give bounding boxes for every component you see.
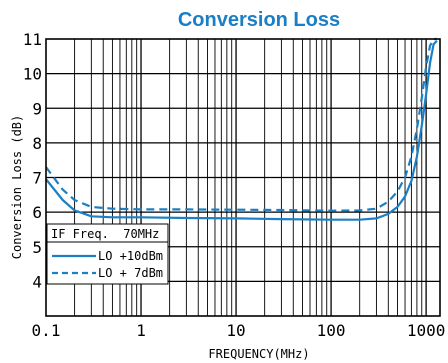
x-tick-label: 1000 — [407, 321, 446, 340]
legend: IF Freq. 70MHz LO +10dBm LO + 7dBm — [46, 223, 169, 285]
y-tick-label: 9 — [32, 99, 42, 118]
x-tick-label: 100 — [317, 321, 346, 340]
y-tick-label: 6 — [32, 203, 42, 222]
y-tick-label: 11 — [23, 30, 42, 49]
x-tick-label: 0.1 — [32, 321, 61, 340]
series-layer — [45, 37, 438, 221]
y-tick-label: 10 — [23, 65, 42, 84]
x-tick-label: 1 — [136, 321, 146, 340]
x-tick-label: 10 — [226, 321, 245, 340]
y-axis-label: Conversion Loss (dB) — [10, 115, 24, 260]
chart-title: Conversion Loss — [178, 9, 340, 31]
legend-entry-lo-10dbm: LO +10dBm — [98, 249, 163, 263]
y-tick-label: 4 — [32, 272, 42, 291]
y-tick-label: 8 — [32, 134, 42, 153]
legend-header: IF Freq. 70MHz — [51, 227, 159, 241]
plot-frame — [45, 38, 441, 317]
grid — [46, 39, 440, 316]
y-tick-label: 5 — [32, 238, 42, 257]
x-axis-label: FREQUENCY(MHz) — [208, 347, 309, 361]
series-line-lo-10dbm — [45, 39, 438, 221]
legend-entry-lo-7dbm: LO + 7dBm — [98, 266, 163, 280]
tick-labels: 0.1 1 10 100 1000 4 5 6 7 8 9 10 11 — [23, 30, 446, 340]
y-tick-label: 7 — [32, 169, 42, 188]
series-line-lo-7dbm — [45, 37, 437, 212]
